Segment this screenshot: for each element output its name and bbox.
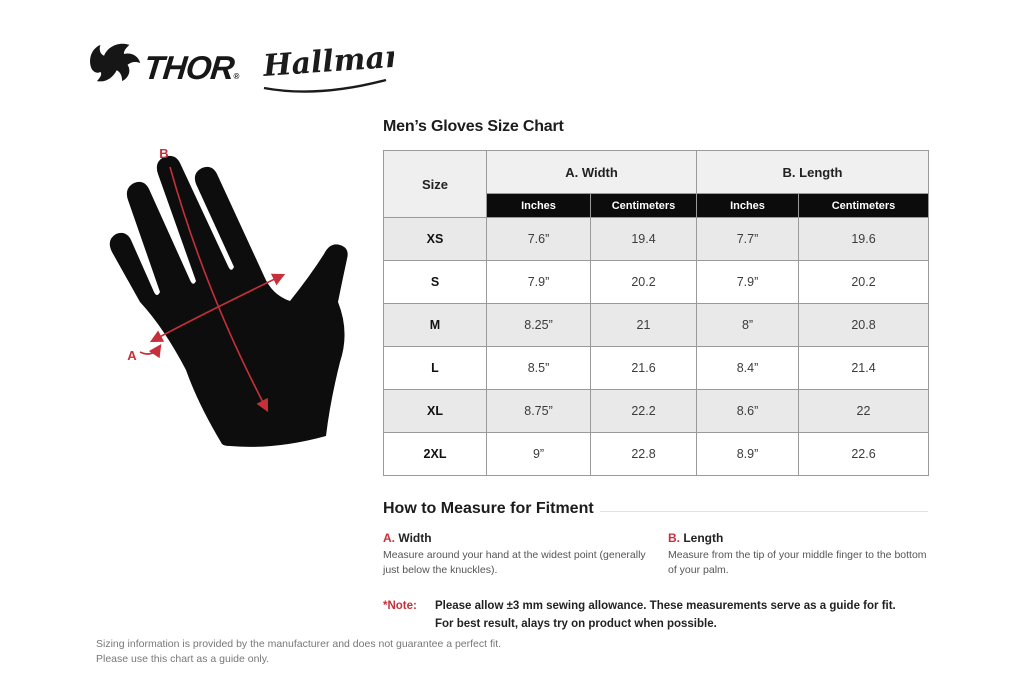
value-cell: 8.25” [486, 303, 591, 347]
value-cell: 19.4 [590, 217, 697, 261]
value-cell: 21.4 [798, 346, 929, 390]
col-header-length: B. Length [696, 150, 929, 194]
size-cell: S [383, 260, 487, 304]
divider-rule [600, 511, 928, 512]
value-cell: 8.75” [486, 389, 591, 433]
table-row-2xl: 2XL 9” 22.8 8.9” 22.6 [383, 432, 929, 476]
value-cell: 22.8 [590, 432, 697, 476]
value-cell: 19.6 [798, 217, 929, 261]
width-letter: A. [383, 531, 395, 545]
subheader-width-centimeters: Centimeters [590, 193, 697, 218]
subheader-width-inches: Inches [486, 193, 591, 218]
value-cell: 8.5” [486, 346, 591, 390]
value-cell: 9” [486, 432, 591, 476]
value-cell: 21 [590, 303, 697, 347]
length-word: Length [683, 531, 724, 545]
hallman-logo: Hallman [261, 40, 394, 93]
value-cell: 8.6” [696, 389, 799, 433]
width-word: Width [398, 531, 432, 545]
value-cell: 20.2 [798, 260, 929, 304]
value-cell: 7.7” [696, 217, 799, 261]
size-cell: L [383, 346, 487, 390]
width-instruction: A. Width Measure around your hand at the… [383, 531, 655, 577]
length-instruction-label: B. Length [668, 531, 928, 545]
length-instruction: B. Length Measure from the tip of your m… [668, 531, 928, 577]
disclaimer-line-1: Sizing information is provided by the ma… [96, 638, 502, 650]
size-table: Size A. Width B. Length Inches Centimete… [383, 150, 929, 476]
glove-measure-diagram: B A [109, 146, 348, 447]
subheader-length-centimeters: Centimeters [798, 193, 929, 218]
size-cell: XL [383, 389, 487, 433]
measure-line-a-left [149, 308, 215, 343]
value-cell: 20.8 [798, 303, 929, 347]
value-cell: 7.9” [486, 260, 591, 304]
measure-instructions: A. Width Measure around your hand at the… [383, 531, 928, 577]
length-letter: B. [668, 531, 680, 545]
registered-trademark-mark: ® [233, 72, 240, 81]
size-cell: M [383, 303, 487, 347]
value-cell: 7.6” [486, 217, 591, 261]
value-cell: 8.9” [696, 432, 799, 476]
table-row-m: M 8.25” 21 8” 20.8 [383, 303, 929, 347]
diagram-label-b: B [159, 146, 168, 161]
thor-wordmark-wrap: THOR® [142, 49, 240, 87]
disclaimer-line-2: Please use this chart as a guide only. [96, 653, 270, 666]
table-row-s: S 7.9” 20.2 7.9” 20.2 [383, 260, 929, 304]
width-instruction-text: Measure around your hand at the widest p… [383, 549, 646, 576]
value-cell: 8.4” [696, 346, 799, 390]
measure-line-b [169, 166, 269, 413]
subheader-length-inches: Inches [696, 193, 799, 218]
table-header-row: Size A. Width B. Length [383, 150, 929, 218]
width-instruction-label: A. Width [383, 531, 655, 545]
value-cell: 7.9” [696, 260, 799, 304]
table-row-l: L 8.5” 21.6 8.4” 21.4 [383, 346, 929, 390]
disclaimer: Sizing information is provided by the ma… [96, 637, 501, 667]
col-header-size: Size [383, 150, 487, 218]
hallman-wordmark: Hallman [261, 40, 394, 84]
value-cell: 8” [696, 303, 799, 347]
label-a-hook-arrow [139, 344, 162, 359]
thor-logo-icon [90, 43, 141, 82]
measure-line-a-right [213, 273, 286, 310]
sizing-note: *Note: Please allow ±3 mm sewing allowan… [383, 598, 913, 634]
value-cell: 22.2 [590, 389, 697, 433]
col-header-width: A. Width [486, 150, 697, 194]
value-cell: 22.6 [798, 432, 929, 476]
table-subheader-row: Inches Centimeters Inches Centimeters [384, 193, 929, 218]
how-to-measure-title: How to Measure for Fitment [383, 500, 594, 517]
length-instruction-text: Measure from the tip of your middle fing… [668, 549, 927, 576]
thor-wordmark: THOR [142, 49, 236, 86]
value-cell: 20.2 [590, 260, 697, 304]
size-cell: XS [383, 217, 487, 261]
value-cell: 22 [798, 389, 929, 433]
note-text: Please allow ±3 mm sewing allowance. The… [435, 600, 896, 630]
size-chart-title: Men’s Gloves Size Chart [383, 118, 564, 135]
table-row-xs: XS 7.6” 19.4 7.7” 19.6 [383, 217, 929, 261]
value-cell: 21.6 [590, 346, 697, 390]
size-cell: 2XL [383, 432, 487, 476]
table-row-xl: XL 8.75” 22.2 8.6” 22 [383, 389, 929, 433]
diagram-label-a: A [127, 348, 137, 363]
note-label: *Note: [383, 600, 417, 612]
hallman-flourish [263, 78, 387, 93]
